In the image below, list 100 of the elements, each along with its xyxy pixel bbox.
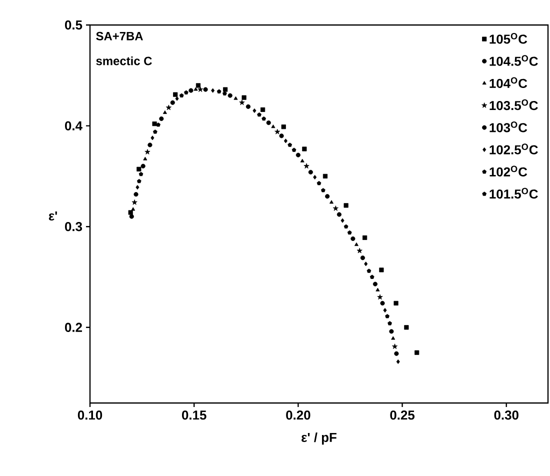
point — [329, 200, 334, 204]
point — [128, 210, 133, 215]
point — [129, 214, 134, 219]
point — [152, 130, 158, 134]
point — [300, 158, 304, 162]
point — [388, 321, 392, 326]
point — [366, 268, 372, 273]
point — [131, 207, 136, 211]
point — [385, 314, 390, 318]
point — [364, 262, 368, 266]
point — [246, 104, 251, 109]
point — [136, 178, 142, 184]
point — [211, 88, 215, 93]
point — [344, 203, 348, 208]
point — [391, 336, 396, 340]
x-axis-title: ε' / pF — [302, 432, 336, 445]
x-tick-label: 0.25 — [390, 410, 415, 420]
point — [383, 308, 387, 313]
point — [316, 180, 322, 186]
y-tick-label: 0.4 — [65, 121, 82, 130]
legend-label: 102.5$^{O}$C — [490, 144, 538, 154]
point — [336, 212, 342, 217]
point — [279, 134, 284, 138]
point — [370, 274, 374, 279]
legend-label: 105$^{O}$C — [490, 32, 528, 44]
point — [271, 124, 276, 128]
y-tick-label: 0.2 — [65, 322, 82, 332]
point — [150, 136, 154, 140]
point — [372, 282, 378, 286]
point — [362, 235, 368, 240]
legend-label: 102$^{O}$C — [490, 166, 528, 177]
point — [156, 122, 160, 127]
point — [350, 236, 356, 241]
point — [144, 149, 150, 154]
point — [179, 93, 184, 98]
point — [313, 174, 317, 180]
x-tick-label: 0.15 — [182, 410, 206, 420]
point — [162, 110, 167, 114]
y-tick-label: 0.5 — [65, 20, 82, 30]
point — [132, 199, 138, 205]
point — [222, 91, 227, 96]
point — [394, 300, 398, 306]
x-tick-label: 0.30 — [494, 410, 518, 420]
annotation: SA+7BA — [96, 32, 143, 40]
x-tick-label: 0.10 — [78, 410, 102, 420]
point — [281, 124, 286, 130]
point — [228, 93, 232, 98]
point — [242, 95, 246, 100]
point — [252, 108, 256, 113]
point — [404, 325, 409, 330]
annotation: smectic C — [96, 56, 152, 66]
point — [262, 116, 266, 121]
point — [188, 88, 194, 93]
point — [138, 172, 144, 176]
point — [196, 83, 201, 88]
x-tick-label: 0.20 — [286, 410, 310, 420]
legend-label: 103$^{O}$C — [490, 121, 528, 132]
point — [203, 87, 208, 92]
point — [394, 351, 399, 356]
point — [380, 300, 385, 306]
point — [175, 96, 179, 101]
point — [322, 174, 328, 178]
point — [140, 164, 146, 168]
point — [308, 170, 313, 174]
point — [392, 344, 398, 349]
point — [292, 148, 296, 152]
legend-label: 104$^{O}$C — [490, 77, 528, 88]
point — [332, 206, 338, 211]
point — [284, 138, 288, 144]
point — [274, 128, 280, 134]
point — [296, 152, 300, 158]
point — [136, 184, 140, 190]
point — [136, 166, 142, 172]
point — [344, 224, 348, 228]
point — [325, 194, 330, 199]
point — [347, 230, 352, 235]
point — [134, 192, 138, 197]
point — [356, 248, 362, 254]
point — [216, 89, 222, 94]
y-axis-title: ε' — [48, 211, 57, 221]
point — [304, 163, 310, 169]
legend-label: 103.5$^{O}$C — [490, 99, 538, 110]
point — [340, 218, 344, 223]
point — [152, 121, 157, 126]
point — [389, 329, 394, 334]
point — [302, 146, 307, 152]
point — [257, 112, 262, 117]
point — [260, 107, 266, 112]
legend-label: 104.5$^{O}$C — [490, 55, 538, 66]
point — [194, 87, 198, 91]
point — [354, 242, 358, 246]
point — [239, 100, 245, 106]
point — [184, 90, 188, 94]
legend-label: 101.5$^{O}$C — [490, 188, 538, 199]
point — [379, 268, 384, 272]
point — [288, 142, 292, 147]
point — [234, 96, 238, 100]
point — [159, 116, 164, 122]
point — [360, 256, 366, 260]
point — [148, 142, 152, 148]
